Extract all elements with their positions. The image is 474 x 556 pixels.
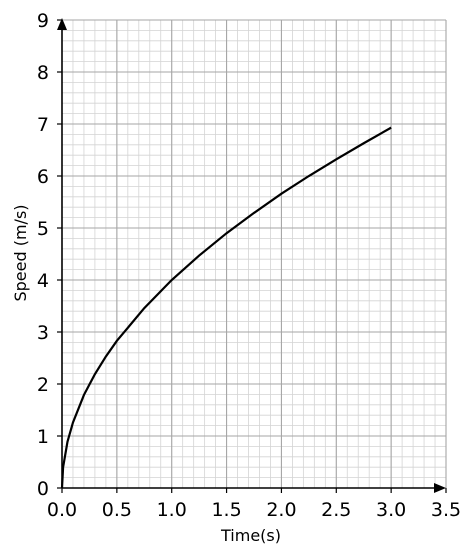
x-tick-label: 3.5: [431, 499, 461, 521]
x-tick-label: 0.0: [47, 499, 77, 521]
major-grid: [62, 19, 447, 488]
minor-grid: [62, 19, 447, 488]
x-tick-label: 0.5: [102, 499, 132, 521]
y-tick-label: 2: [37, 374, 49, 396]
x-tick-label: 3.0: [376, 499, 406, 521]
y-tick-label: 5: [37, 218, 49, 240]
y-tick-labels: 0 1 2 3 4 5 6 7 8 9: [37, 10, 62, 500]
y-tick-label: 6: [37, 166, 49, 188]
y-tick-label: 3: [37, 322, 49, 344]
y-tick-label: 7: [37, 114, 49, 136]
x-tick-label: 1.5: [211, 499, 241, 521]
y-tick-label: 1: [37, 426, 49, 448]
y-tick-label: 4: [37, 270, 49, 292]
x-tick-labels: 0.0 0.5 1.0 1.5 2.0 2.5 3.0 3.5: [47, 488, 461, 521]
x-axis-arrow: [434, 483, 446, 493]
y-tick-label: 0: [37, 478, 49, 500]
x-tick-label: 1.0: [157, 499, 187, 521]
y-tick-label: 9: [37, 10, 49, 32]
x-axis-title: Time(s): [220, 526, 281, 545]
y-axis-title: Speed (m/s): [11, 204, 30, 301]
y-axis-arrow: [57, 18, 67, 30]
y-tick-label: 8: [37, 62, 49, 84]
axes: [57, 18, 446, 493]
x-tick-label: 2.0: [266, 499, 296, 521]
series-line-speed: [60, 126, 392, 489]
x-tick-label: 2.5: [321, 499, 351, 521]
